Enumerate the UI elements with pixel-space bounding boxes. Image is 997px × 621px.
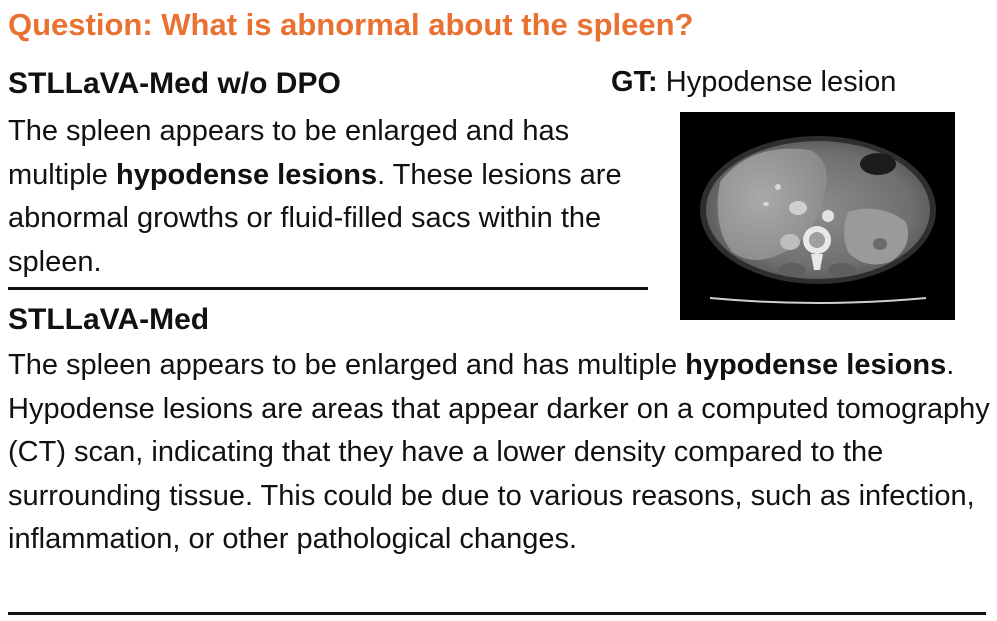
answer-text-end: . These lesions are abnormal growths or … [8,158,622,278]
ground-truth-label: GT: [611,66,658,98]
model-heading-without-dpo: STLLaVA-Med w/o DPO [8,67,341,100]
ground-truth-answer: Hypodense lesion [665,66,897,98]
divider-rule [8,287,648,290]
divider-rule [8,612,986,615]
answer-text-end: . Hypodense lesions are areas that appea… [8,349,990,555]
ground-truth: GT: Hypodense lesion [611,64,896,100]
answer-with-dpo: The spleen appears to be enlarged and ha… [8,344,993,562]
answer-text-start: The spleen appears to be enlarged and ha… [8,115,570,191]
ct-scan-image [680,112,955,320]
question-title: Question: What is abnormal about the spl… [8,7,694,42]
answer-highlight: hypodense lesions [116,158,378,191]
answer-highlight: hypodense lesions [685,349,947,381]
answer-without-dpo: The spleen appears to be enlarged and ha… [8,110,658,284]
model-heading-with-dpo: STLLaVA-Med [8,303,210,336]
answer-text-start: The spleen appears to be enlarged and ha… [8,349,686,381]
